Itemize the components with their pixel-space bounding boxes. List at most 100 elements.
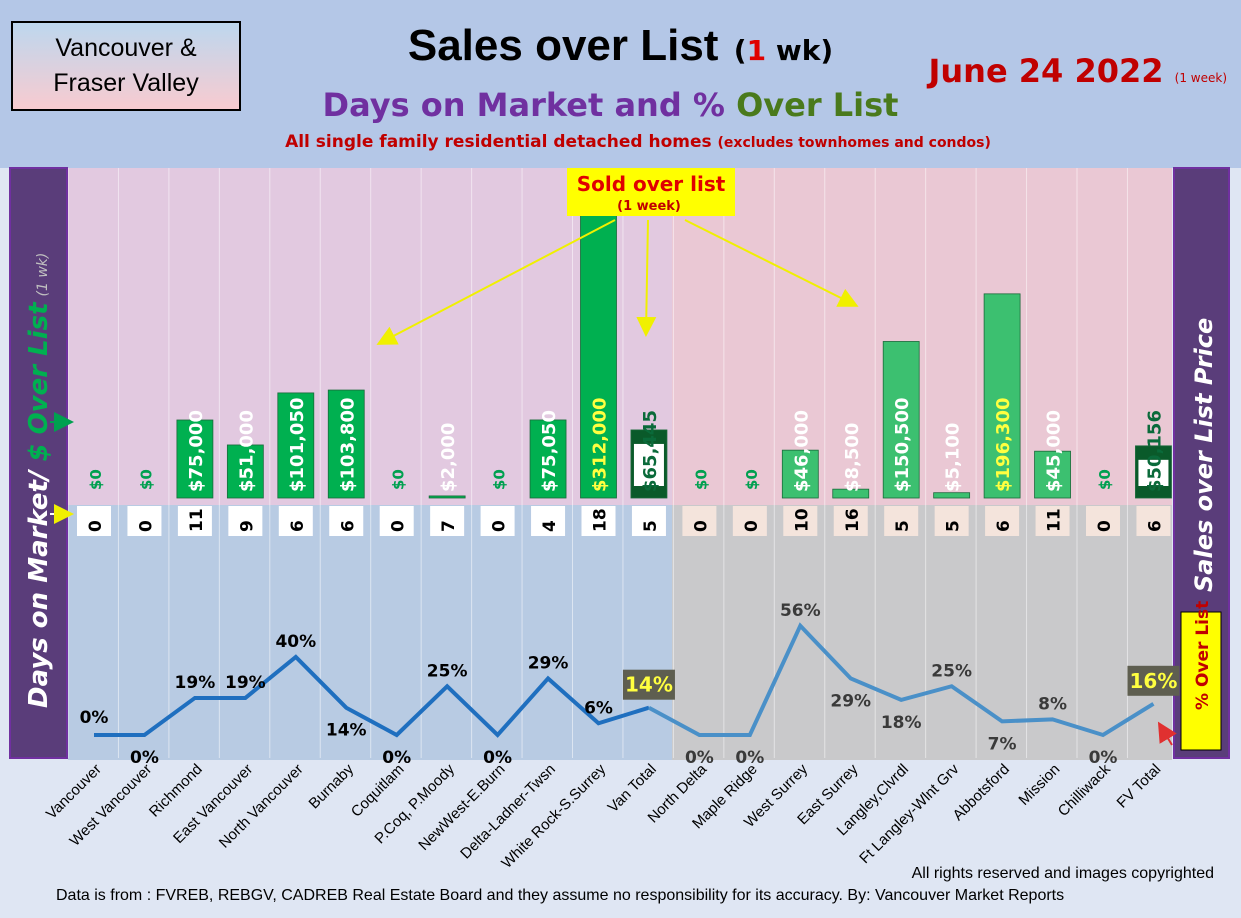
dollar-label: $45,000 — [1044, 410, 1065, 492]
dollar-label: $0 — [743, 469, 761, 490]
days-label: 10 — [792, 508, 812, 532]
pct-label: 0% — [1089, 748, 1118, 768]
pct-label: 14% — [625, 673, 673, 697]
dollar-label: $150,500 — [892, 397, 913, 492]
annotation-box — [567, 168, 735, 216]
annotation-line-2: (1 week) — [617, 199, 681, 214]
subtitle: Days on Market and % Over List — [0, 86, 1221, 124]
days-label: 5 — [893, 520, 913, 532]
days-label: 7 — [439, 520, 459, 532]
x-tick-label: FV Total — [1114, 761, 1165, 812]
days-box — [278, 506, 313, 536]
pct-total-box — [1127, 665, 1180, 696]
bar-ft-langley-wlnt-grv — [933, 492, 971, 499]
days-label: 4 — [540, 520, 560, 532]
bar-east-vancouver — [226, 444, 264, 499]
title-main: Sales over List — [407, 21, 719, 70]
days-layer: 0 0 11 9 6 6 0 7 0 4 18 5 0 0 10 16 5 5 6 11 0 6 — [77, 506, 1171, 536]
x-tick-label: Ft Langley-Wlnt Grv — [856, 760, 963, 867]
description-note: (excludes townhomes and condos) — [717, 135, 991, 151]
pct-line-fraser-valley — [647, 622, 1155, 738]
days-box — [531, 506, 566, 536]
left-note-label: (1 wk) — [35, 253, 51, 297]
pct-label: 0% — [685, 748, 714, 768]
bar-langley-clvrdl — [882, 341, 920, 499]
days-label: 0 — [1095, 520, 1115, 532]
days-box — [127, 506, 162, 536]
days-box — [430, 506, 465, 536]
pct-label: 16% — [1130, 669, 1178, 693]
right-axis-label: Sales over List Price — [1190, 318, 1218, 592]
annotation-arrow-mid — [636, 219, 657, 337]
date-note: (1 week) — [1174, 71, 1227, 85]
fv-upper-bg — [672, 168, 1172, 505]
subtitle-part-1: Days on Market and % — [322, 86, 737, 124]
report-date: June 24 2022 (1 week) — [928, 52, 1227, 90]
description-main: All single family residential detached h… — [285, 132, 712, 152]
pct-line-vancouver — [94, 654, 650, 738]
pct-arrow — [1157, 721, 1177, 746]
pct-label: 0% — [130, 748, 159, 768]
pct-label: 6% — [584, 698, 613, 718]
annotation-line-1: Sold over list — [577, 172, 726, 196]
region-box: Vancouver & Fraser Valley — [11, 21, 241, 111]
x-tick-label: Burnaby — [306, 760, 358, 812]
days-label: 0 — [86, 520, 106, 532]
days-box — [177, 506, 212, 536]
days-box — [379, 506, 414, 536]
bar-p-coq-p-moody — [428, 495, 466, 499]
days-label: 11 — [187, 508, 207, 532]
annotation-arrow-left — [376, 219, 616, 345]
left-axis-label: Days on Market/ $ Over List (1 wk) — [24, 253, 54, 708]
x-tick-label: Chilliwack — [1055, 760, 1115, 820]
bars-layer: $0 $0 $75,000 $51,000 $101,050 $103,800 $0 $2,0… — [87, 173, 1172, 499]
subtitle-part-2: Over List — [736, 86, 899, 124]
footer-rights: All rights reserved and images copyright… — [911, 865, 1214, 882]
total-label-bg — [1138, 459, 1169, 486]
pct-label: 56% — [780, 601, 821, 621]
dollar-label: $75,050 — [539, 410, 560, 492]
days-label: 6 — [1145, 520, 1165, 532]
bar-richmond — [176, 419, 214, 499]
fv-lower-bg — [672, 505, 1172, 760]
pct-label: 14% — [326, 721, 367, 741]
dollar-label: $8,500 — [842, 423, 863, 492]
bar-abbotsford — [983, 293, 1021, 499]
days-label: 0 — [691, 520, 711, 532]
description: All single family residential detached h… — [0, 132, 1241, 152]
title-paren-open: ( — [733, 34, 747, 67]
days-label: 18 — [591, 508, 611, 532]
days-box — [480, 506, 515, 536]
days-label: 0 — [490, 520, 510, 532]
days-box — [934, 506, 969, 536]
days-label: 11 — [1045, 508, 1065, 532]
x-tick-label: Mission — [1015, 761, 1063, 809]
pct-over-list-label: % Over List — [1193, 601, 1213, 710]
bar-mission — [1034, 450, 1071, 499]
days-box — [833, 506, 868, 536]
days-label: 6 — [994, 520, 1014, 532]
dollar-label: $75,000 — [186, 410, 207, 492]
days-label: 5 — [641, 520, 661, 532]
page-title: Sales over List (1 wk) — [0, 20, 1241, 71]
annotation-arrow-right — [684, 219, 859, 307]
days-box — [682, 506, 717, 536]
dollar-label: $2,000 — [438, 423, 459, 492]
days-box — [1086, 506, 1120, 536]
dollar-label: $51,000 — [236, 410, 257, 492]
days-box — [884, 506, 919, 536]
days-box — [1136, 506, 1171, 536]
x-tick-label: NewWest-E.Burn — [415, 761, 508, 854]
pct-line-layer: 0% 0% 19% 19% 40% 14% 0% 25% 0% 29% 6% 14% 0% 0% 56% 29… — [80, 601, 1180, 768]
days-label: 0 — [742, 520, 762, 532]
dollar-label: $0 — [1096, 469, 1114, 490]
left-panel — [9, 167, 68, 759]
dollar-label: $0 — [491, 469, 509, 490]
days-label: 0 — [136, 520, 156, 532]
dollar-label: $5,100 — [943, 423, 964, 492]
dollar-label: $196,300 — [993, 397, 1014, 492]
pct-label: 0% — [382, 748, 411, 768]
days-box — [77, 506, 111, 536]
